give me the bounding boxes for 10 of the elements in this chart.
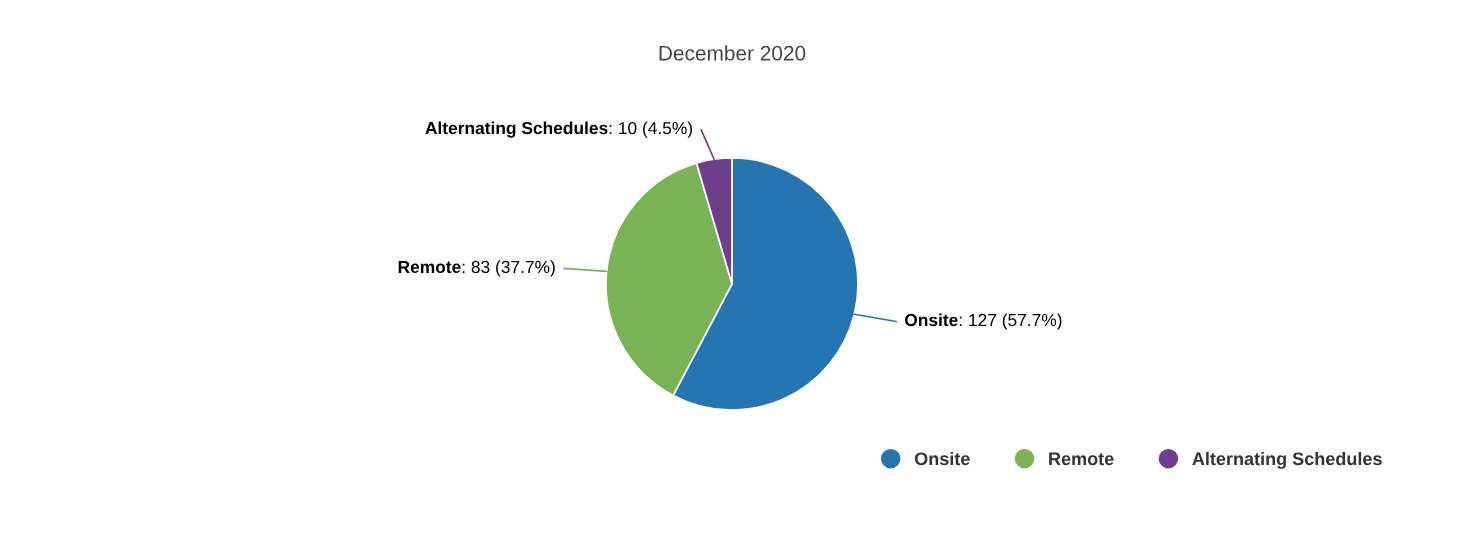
data-label: : 127 (57.7%) (959, 313, 1062, 330)
slice-label: Remote (398, 260, 461, 274)
slice-label: Onsite (904, 313, 958, 327)
legend-label: Alternating Schedules (1192, 451, 1382, 469)
legend-label: Onsite (914, 451, 970, 466)
chart-title: December 2020 (659, 45, 806, 61)
legend-label: Remote (1049, 452, 1114, 466)
data-label: : 10 (4.5%) (609, 121, 693, 138)
data-label: : 83 (37.7%) (462, 260, 555, 277)
slice-label: Alternating Schedules (425, 121, 608, 138)
